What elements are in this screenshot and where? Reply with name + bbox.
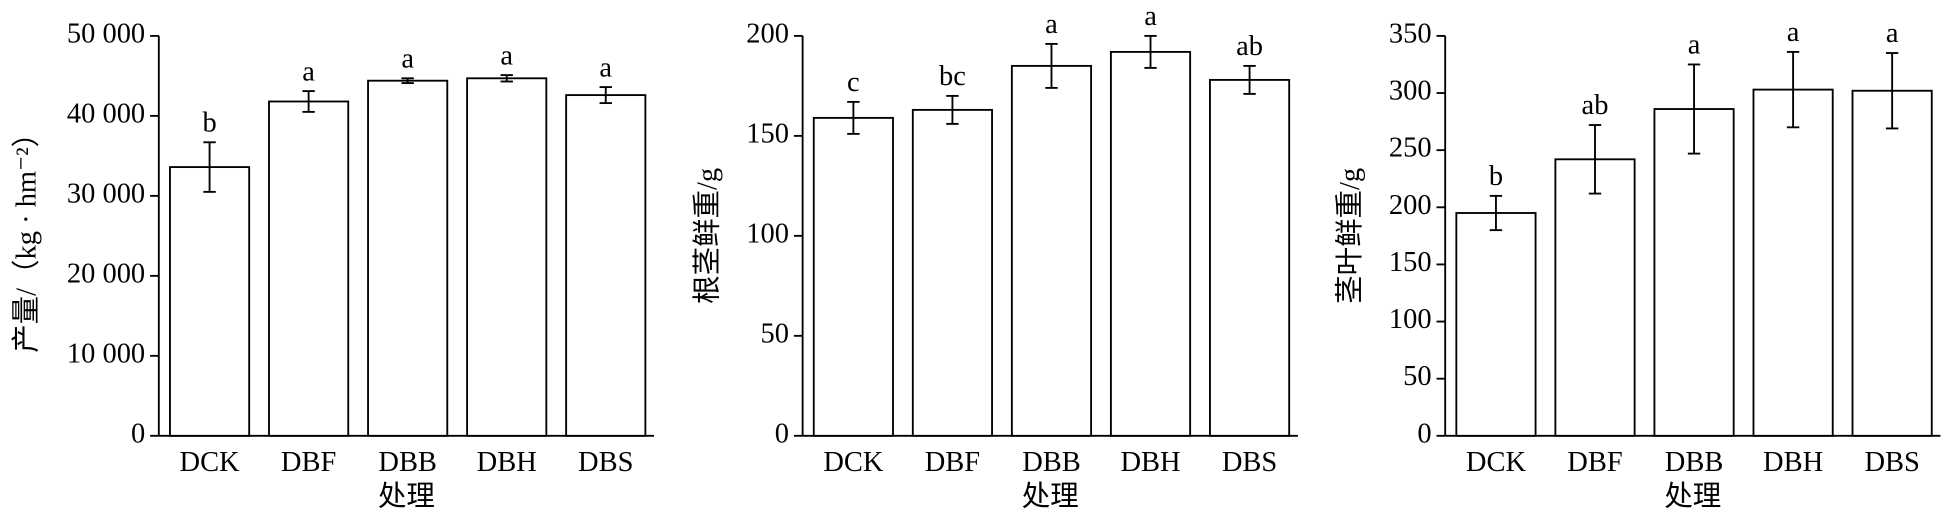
x-tick-label: DCK [180,447,241,478]
x-tick-label: DBH [1763,447,1823,478]
y-tick-label: 150 [1389,247,1432,278]
y-tick-label: 20 000 [67,258,145,289]
y-tick-label: 200 [1389,190,1432,221]
y-tick-label: 50 [761,318,789,349]
y-tick-label: 0 [131,418,145,449]
bar [1653,108,1735,437]
bar [1010,64,1093,437]
x-axis-label: 处理 [1664,480,1721,512]
y-tick-label: 100 [746,218,789,249]
significance-letter: a [1144,1,1157,32]
significance-letter: a [302,56,315,87]
significance-letter: ab [1236,31,1263,62]
x-tick-label: DBH [477,447,537,478]
x-tick-label: DCK [1466,447,1527,478]
y-axis-label: 产量/（kg · hm⁻²） [10,119,42,353]
y-tick-label: 150 [746,118,789,149]
y-tick-label: 0 [1417,418,1431,449]
bar [1851,89,1933,437]
bar [466,77,548,437]
significance-letter: a [599,52,612,83]
significance-letter: b [202,107,216,138]
significance-letter: a [401,43,414,74]
significance-letter: a [1688,30,1701,61]
significance-letter: b [1489,161,1503,192]
y-tick-label: 250 [1389,133,1432,164]
y-tick-label: 0 [775,418,789,449]
y-axis-label: 茎叶鲜重/g [1334,168,1366,304]
bar [169,166,251,437]
bar [1752,88,1834,437]
x-tick-label: DBB [1022,447,1081,478]
x-tick-label: DBF [925,447,980,478]
y-tick-label: 200 [746,18,789,49]
significance-letter: a [500,40,513,71]
x-axis-label: 处理 [1022,480,1079,512]
bar [1455,212,1537,437]
x-tick-label: DBH [1120,447,1180,478]
significance-letter: bc [939,61,966,92]
y-tick-label: 40 000 [67,98,145,129]
y-tick-label: 10 000 [67,338,145,369]
x-tick-label: DBS [1864,447,1919,478]
y-tick-label: 50 000 [67,18,145,49]
y-tick-label: 300 [1389,76,1432,107]
y-tick-label: 350 [1389,18,1432,49]
significance-letter: a [1886,18,1899,49]
significance-letter: a [1045,9,1058,40]
x-tick-label: DCK [823,447,884,478]
bar [565,94,647,437]
significance-letter: c [847,67,860,98]
y-axis-label: 根茎鲜重/g [691,168,723,304]
bar [812,116,894,437]
y-tick-label: 30 000 [67,178,145,209]
y-tick-label: 50 [1403,361,1431,392]
x-tick-label: DBF [1567,447,1622,478]
bar [1109,50,1192,437]
y-tick-label: 100 [1389,304,1432,335]
bar [1209,78,1291,437]
bar [268,100,350,437]
x-tick-label: DBB [1665,447,1724,478]
x-tick-label: DBB [378,447,437,478]
bar [911,108,993,437]
x-axis-label: 处理 [378,480,435,512]
x-tick-label: DBS [578,447,633,478]
significance-letter: ab [1582,90,1609,121]
x-tick-label: DBS [1222,447,1277,478]
bar [367,79,449,437]
significance-letter: a [1787,17,1800,48]
bar [1554,158,1636,437]
x-tick-label: DBF [281,447,336,478]
